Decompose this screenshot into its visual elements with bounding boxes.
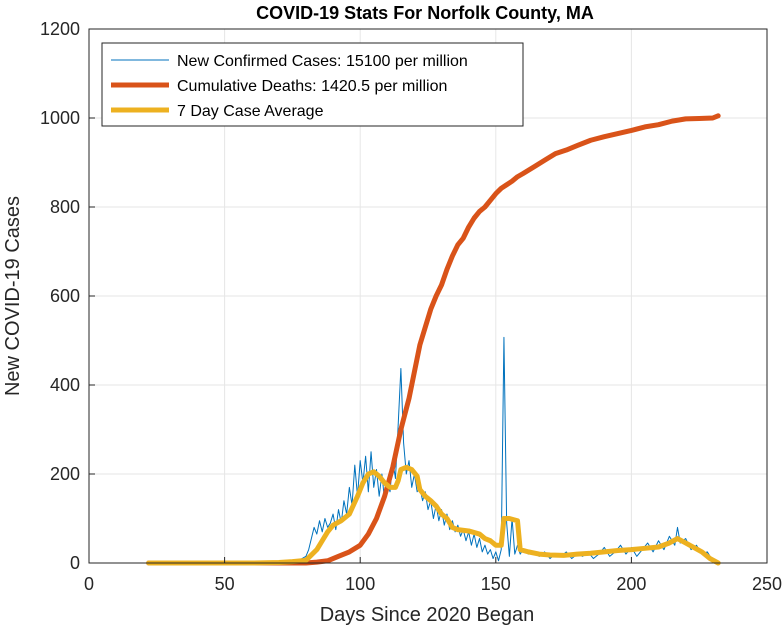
x-tick-label: 200	[616, 574, 646, 594]
legend-entry-seven-day-average-label: 7 Day Case Average	[177, 103, 324, 120]
x-axis-label: Days Since 2020 Began	[320, 604, 535, 626]
x-tick-label: 50	[215, 574, 235, 594]
x-tick-label: 0	[84, 574, 94, 594]
x-tick-label: 100	[345, 574, 375, 594]
y-tick-label: 600	[50, 286, 80, 306]
legend-entry-new-cases-label: New Confirmed Cases: 15100 per million	[177, 53, 468, 70]
cumulative-deaths-line	[146, 113, 721, 566]
new-cases-line	[148, 336, 719, 564]
x-tick-label: 250	[752, 574, 782, 594]
y-axis-label: New COVID-19 Cases	[2, 196, 24, 396]
y-tick-label: 800	[50, 197, 80, 217]
axis-ticks: 0 50 100 150 200 250 0 200 400 600 800 1000 1200	[40, 19, 782, 594]
y-tick-label: 200	[50, 464, 80, 484]
chart-title: COVID-19 Stats For Norfolk County, MA	[256, 3, 594, 23]
plot-lines	[146, 113, 721, 566]
legend-box	[101, 42, 524, 127]
x-tick-label: 150	[481, 574, 511, 594]
legend-entry-cumulative-deaths-label: Cumulative Deaths: 1420.5 per million	[177, 78, 447, 95]
seven-day-average-line	[146, 464, 721, 566]
y-tick-label: 1000	[40, 108, 80, 128]
y-tick-label: 0	[70, 553, 80, 573]
y-tick-label: 1200	[40, 19, 80, 39]
y-tick-label: 400	[50, 375, 80, 395]
legend: New Confirmed Cases: 15100 per million Cu…	[101, 42, 524, 127]
grid	[89, 29, 767, 563]
